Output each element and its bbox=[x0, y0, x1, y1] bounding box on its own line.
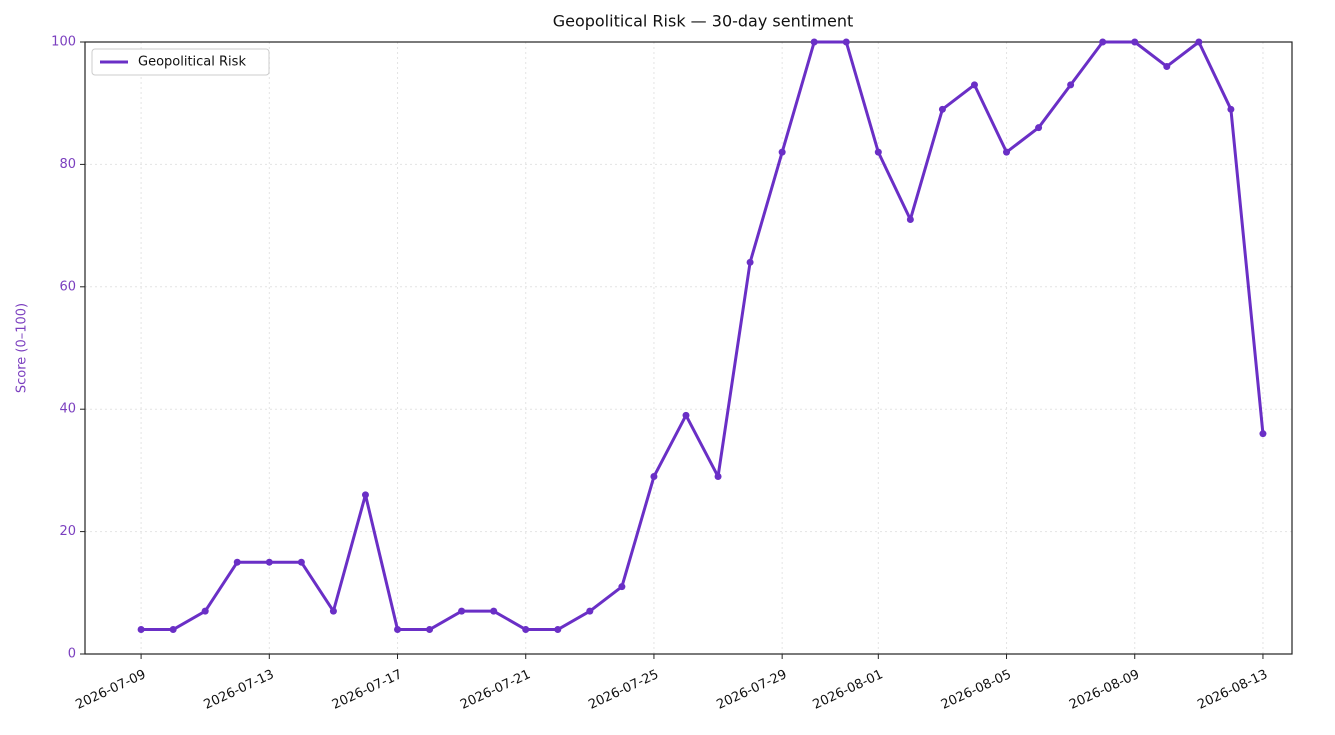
data-point bbox=[201, 607, 209, 615]
data-point bbox=[169, 626, 177, 634]
y-tick-label: 60 bbox=[59, 279, 76, 294]
data-point bbox=[842, 38, 850, 46]
data-point bbox=[1259, 430, 1267, 438]
x-tick-label: 2026-07-25 bbox=[586, 667, 661, 713]
plot-frame bbox=[84, 41, 1293, 655]
x-tick-label: 2026-07-29 bbox=[715, 667, 790, 713]
data-point bbox=[426, 626, 434, 634]
data-point bbox=[1003, 148, 1011, 156]
data-point bbox=[906, 215, 914, 223]
data-point bbox=[297, 558, 305, 566]
data-point bbox=[554, 626, 562, 634]
data-point bbox=[1035, 124, 1043, 132]
data-point bbox=[137, 626, 145, 634]
data-line bbox=[141, 40, 1265, 632]
data-point bbox=[778, 148, 786, 156]
data-point bbox=[265, 558, 273, 566]
chart-title: Geopolitical Risk — 30-day sentiment bbox=[553, 12, 854, 31]
data-point bbox=[1195, 38, 1203, 46]
x-tick-label: 2026-08-13 bbox=[1195, 667, 1270, 713]
data-point bbox=[714, 473, 722, 481]
data-point bbox=[874, 148, 882, 156]
data-point bbox=[618, 583, 626, 591]
y-tick-label: 80 bbox=[59, 157, 76, 172]
y-tick-label: 100 bbox=[51, 35, 76, 50]
x-tick-label: 2026-07-21 bbox=[458, 667, 533, 713]
x-tick-label: 2026-08-05 bbox=[939, 667, 1014, 713]
data-point bbox=[1131, 38, 1139, 46]
x-tick-label: 2026-07-09 bbox=[73, 667, 148, 713]
data-point bbox=[746, 258, 754, 266]
data-point bbox=[586, 607, 594, 615]
data-point bbox=[650, 473, 658, 481]
legend-label: Geopolitical Risk bbox=[138, 55, 246, 70]
data-point bbox=[1067, 81, 1075, 89]
y-tick-label: 20 bbox=[59, 524, 76, 539]
legend-box bbox=[91, 48, 270, 76]
data-point bbox=[361, 491, 369, 499]
data-point bbox=[394, 626, 402, 634]
y-axis-label: Score (0–100) bbox=[15, 303, 30, 393]
data-point bbox=[682, 411, 690, 419]
data-point bbox=[1227, 105, 1235, 113]
data-point bbox=[490, 607, 498, 615]
y-tick-label: 40 bbox=[59, 402, 76, 417]
data-point bbox=[329, 607, 337, 615]
x-tick-label: 2026-08-09 bbox=[1067, 667, 1142, 713]
x-tick-label: 2026-07-17 bbox=[330, 667, 405, 713]
data-point bbox=[522, 626, 530, 634]
y-tick-label: 0 bbox=[68, 647, 76, 662]
legend: Geopolitical Risk bbox=[91, 48, 270, 76]
x-tick-label: 2026-08-01 bbox=[811, 667, 886, 713]
data-point bbox=[810, 38, 818, 46]
data-point bbox=[458, 607, 466, 615]
data-point bbox=[1099, 38, 1107, 46]
data-point bbox=[233, 558, 241, 566]
data-point bbox=[938, 105, 946, 113]
data-point bbox=[970, 81, 978, 89]
x-tick-label: 2026-07-13 bbox=[202, 667, 277, 713]
data-point bbox=[1163, 62, 1171, 70]
